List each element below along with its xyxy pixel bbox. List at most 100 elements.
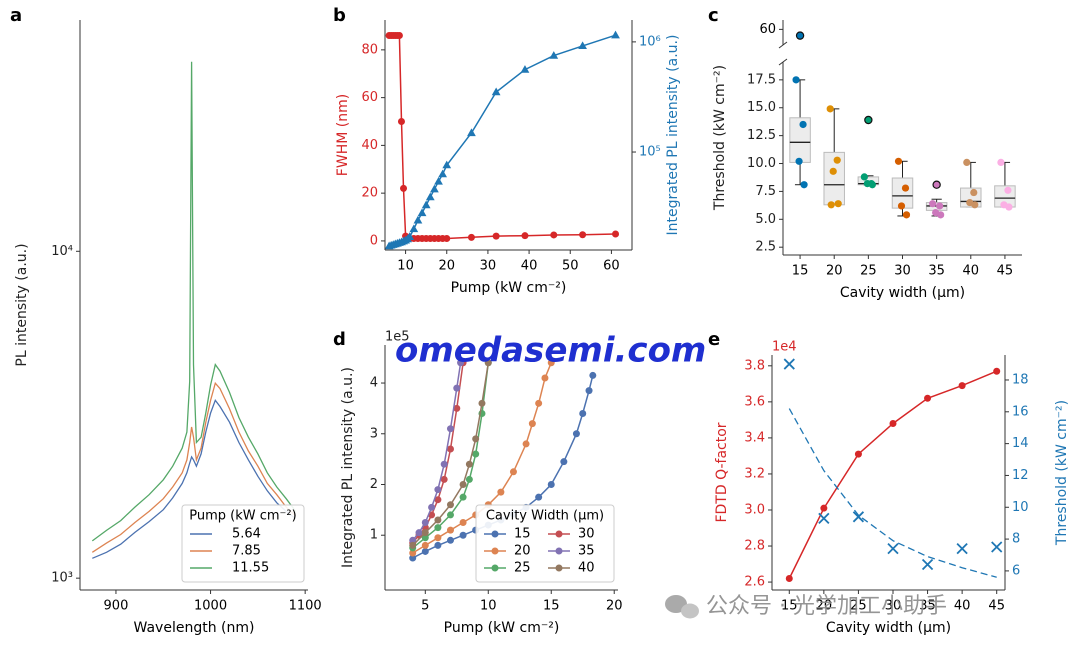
y-tick-label: 20	[361, 186, 378, 201]
marker	[956, 542, 968, 555]
point	[860, 173, 868, 181]
panel-label: a	[10, 5, 22, 26]
point	[834, 200, 842, 208]
point	[868, 181, 876, 189]
marker	[924, 394, 932, 402]
legend-label: 25	[514, 561, 531, 576]
marker	[785, 574, 793, 582]
x-tick-label: 30	[894, 264, 911, 279]
point	[829, 167, 837, 175]
y-tick-label: 5.0	[755, 212, 776, 227]
marker	[421, 547, 429, 555]
legend-label: 20	[514, 544, 531, 559]
x-tick-label: 10	[397, 259, 414, 274]
x-axis-label: Wavelength (nm)	[134, 620, 255, 636]
x-axis-label: Pump (kW cm⁻²)	[451, 280, 567, 296]
y-tick-label: 10³	[51, 571, 73, 586]
legend-label: 30	[578, 527, 595, 542]
marker	[472, 450, 480, 458]
marker	[421, 529, 429, 537]
marker	[442, 160, 452, 169]
marker	[467, 233, 475, 241]
marker	[459, 519, 467, 527]
marker	[547, 359, 555, 367]
y2-tick-label: 10	[1012, 500, 1029, 515]
point	[901, 184, 910, 192]
marker	[852, 511, 865, 523]
marker	[889, 419, 897, 427]
x-axis-label: Cavity width (μm)	[826, 620, 951, 636]
y-tick-label: 60	[361, 90, 378, 105]
x-tick-label: 1000	[194, 599, 227, 614]
point	[897, 202, 906, 210]
marker	[958, 382, 966, 390]
y2-tick-label: 18	[1012, 372, 1029, 387]
legend-label: 5.64	[232, 527, 261, 542]
y2-tick-label: 6	[1012, 563, 1020, 578]
panel-label: c	[708, 5, 719, 26]
point	[1004, 186, 1012, 194]
marker	[434, 176, 443, 185]
marker	[395, 32, 403, 40]
y-tick-label: 60	[759, 22, 776, 37]
marker	[417, 208, 427, 217]
point	[800, 181, 808, 189]
x-tick-label: 25	[850, 599, 867, 614]
legend-label: 35	[578, 544, 595, 559]
marker	[421, 519, 429, 527]
y-tick-label: 12.5	[747, 128, 776, 143]
marker	[409, 224, 419, 233]
marker	[521, 232, 529, 240]
marker	[446, 501, 454, 509]
x-tick-label: 900	[104, 599, 129, 614]
marker	[550, 231, 558, 239]
legend-label: 11.55	[232, 561, 269, 576]
y-tick-label: 3.8	[744, 358, 765, 373]
marker	[397, 118, 405, 126]
marker	[478, 399, 486, 407]
marker	[409, 554, 417, 562]
marker	[589, 371, 597, 379]
point	[936, 202, 944, 210]
x-tick-label: 35	[919, 599, 936, 614]
marker	[492, 232, 500, 240]
marker	[425, 192, 435, 201]
marker	[578, 41, 587, 50]
series-line	[92, 398, 297, 559]
point	[792, 76, 800, 84]
y-tick-label: 2.8	[744, 539, 765, 554]
marker	[440, 475, 448, 483]
y-tick-label: 0	[370, 233, 378, 248]
x-tick-label: 40	[521, 259, 538, 274]
point	[971, 201, 979, 209]
marker	[611, 30, 620, 39]
marker	[522, 440, 530, 448]
marker	[443, 235, 451, 243]
marker	[446, 425, 454, 433]
x-tick-label: 35	[928, 264, 945, 279]
marker	[555, 530, 563, 538]
marker	[459, 480, 467, 488]
marker	[579, 409, 587, 417]
y-tick-label: 3.6	[744, 394, 765, 409]
marker	[535, 493, 543, 501]
marker	[555, 564, 563, 572]
x-tick-label: 20	[826, 264, 843, 279]
marker	[467, 128, 476, 137]
marker	[993, 367, 1001, 375]
marker	[547, 480, 555, 488]
marker	[421, 541, 429, 549]
point	[937, 211, 945, 219]
y-tick-label: 2	[370, 477, 378, 492]
marker	[854, 450, 862, 458]
marker	[434, 541, 442, 549]
series-line	[788, 408, 997, 578]
y2-tick-label: 16	[1012, 404, 1029, 419]
marker	[446, 526, 454, 534]
x-tick-label: 25	[860, 264, 877, 279]
y-tick-label: 17.5	[747, 72, 776, 87]
y-axis-label: Threshold (kW cm⁻²)	[712, 65, 728, 211]
marker	[472, 435, 480, 443]
marker	[465, 475, 473, 483]
